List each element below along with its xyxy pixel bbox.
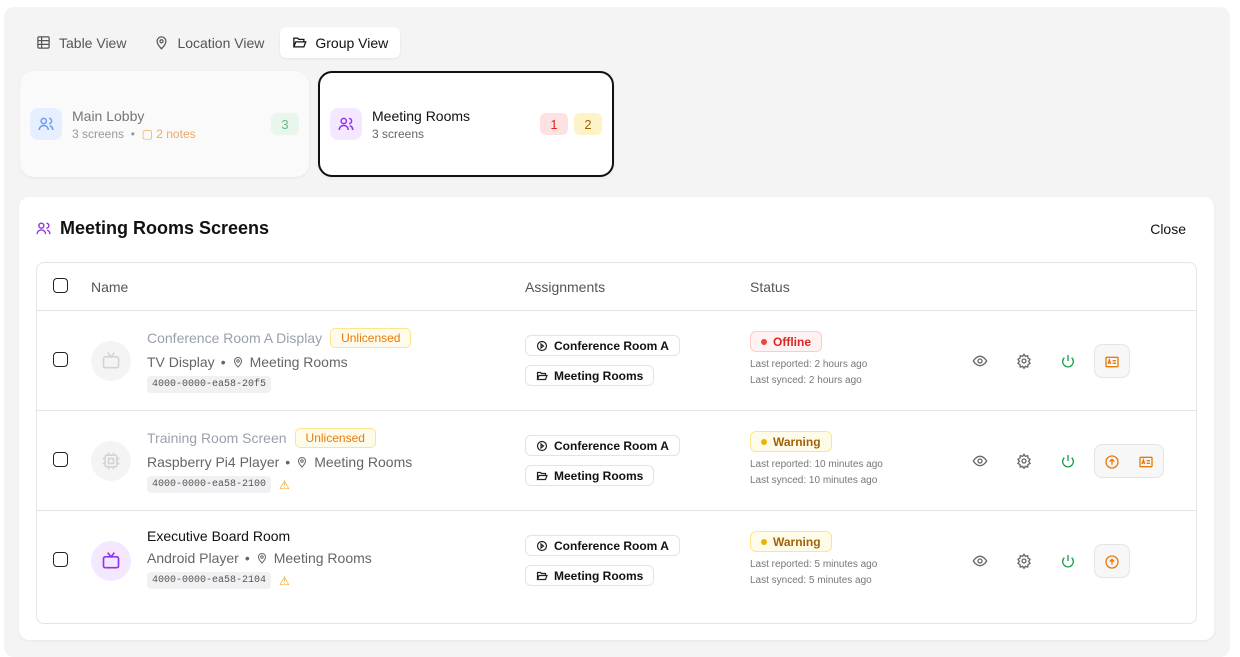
panel-title: Meeting Rooms Screens [60, 218, 270, 238]
power-icon [1062, 555, 1074, 568]
gear-icon [1017, 353, 1031, 369]
folder-open-icon [293, 37, 308, 48]
users-icon [36, 222, 51, 235]
upload-icon [1105, 455, 1119, 469]
tv-icon [102, 352, 120, 369]
license-icon [1105, 356, 1119, 368]
chip-icon [102, 452, 120, 470]
view-button[interactable] [958, 544, 1002, 578]
device-avatar [91, 541, 131, 581]
license-icon [1139, 456, 1153, 468]
row-checkbox[interactable] [53, 552, 68, 567]
upload-icon [1105, 555, 1119, 569]
power-button[interactable] [1046, 444, 1090, 478]
group-chip[interactable]: Meeting Rooms [525, 365, 655, 386]
settings-button[interactable] [1002, 344, 1046, 378]
users-icon [330, 108, 362, 140]
users-icon [30, 108, 62, 140]
unlicensed-badge: Unlicensed [294, 428, 376, 448]
status-badge: Warning [750, 431, 832, 452]
device-avatar [91, 441, 131, 481]
playlist-icon [536, 540, 548, 551]
gear-icon [1017, 453, 1031, 469]
update-button[interactable] [1095, 545, 1129, 579]
view-button[interactable] [958, 444, 1002, 478]
offline-count-badge: 1 [540, 113, 568, 135]
group-chip[interactable]: Meeting Rooms [525, 465, 655, 486]
status-badge: Offline [750, 331, 822, 352]
status-badge: Warning [750, 531, 832, 552]
warning-count-badge: 2 [574, 113, 602, 135]
tab-location-view[interactable]: Location View [142, 27, 276, 58]
settings-button[interactable] [1002, 544, 1046, 578]
table-icon [37, 36, 50, 49]
power-icon [1062, 455, 1074, 468]
power-button[interactable] [1046, 344, 1090, 378]
notes-count: ▢ 2 notes [141, 126, 196, 141]
playlist-icon [536, 340, 548, 351]
playlist-icon [536, 440, 548, 451]
eye-icon [972, 455, 988, 467]
group-chip[interactable]: Meeting Rooms [525, 565, 655, 586]
device-avatar [91, 341, 131, 381]
group-detail-panel: Meeting Rooms Screens Close Name Assignm… [19, 197, 1214, 640]
table-row: Training Room Screen Unlicensed Raspberry… [37, 411, 1196, 511]
group-card-main-lobby[interactable]: Main Lobby 3 screens • ▢ 2 notes 3 [20, 71, 309, 177]
screen-name[interactable]: Executive Board Room [147, 528, 291, 544]
folder-open-icon [536, 371, 548, 380]
map-pin-icon [298, 457, 307, 468]
playlist-chip[interactable]: Conference Room A [525, 335, 680, 356]
screen-name[interactable]: Training Room Screen [147, 430, 287, 446]
license-button[interactable] [1095, 345, 1129, 379]
eye-icon [972, 355, 988, 367]
view-button[interactable] [958, 344, 1002, 378]
license-button[interactable] [1129, 445, 1163, 479]
serial-number: 4000-0000-ea58-2104 [147, 572, 272, 589]
playlist-chip[interactable]: Conference Room A [525, 535, 680, 556]
power-button[interactable] [1046, 544, 1090, 578]
table-row: Conference Room A Display Unlicensed TV D… [37, 311, 1196, 411]
tv-icon [102, 552, 120, 569]
close-button[interactable]: Close [1150, 221, 1186, 237]
warning-icon: ⚠ [279, 573, 290, 588]
eye-icon [972, 555, 988, 567]
map-pin-icon [257, 553, 266, 564]
folder-open-icon [536, 571, 548, 580]
tab-table-view[interactable]: Table View [24, 27, 138, 58]
unlicensed-badge: Unlicensed [330, 328, 412, 348]
power-icon [1062, 355, 1074, 368]
table-row: Executive Board Room Android Player • Meet… [37, 511, 1196, 611]
view-tabs: Table View Location View Group View [24, 27, 401, 58]
group-card-meeting-rooms[interactable]: Meeting Rooms 3 screens 1 2 [318, 71, 614, 177]
serial-number: 4000-0000-ea58-20f5 [147, 376, 272, 393]
select-all-checkbox[interactable] [53, 278, 68, 293]
folder-open-icon [536, 471, 548, 480]
playlist-chip[interactable]: Conference Room A [525, 435, 680, 456]
settings-button[interactable] [1002, 444, 1046, 478]
serial-number: 4000-0000-ea58-2100 [147, 476, 272, 493]
update-button[interactable] [1095, 445, 1129, 479]
row-checkbox[interactable] [53, 352, 68, 367]
warning-icon: ⚠ [279, 477, 290, 492]
screen-name[interactable]: Conference Room A Display [147, 330, 323, 346]
tab-group-view[interactable]: Group View [280, 27, 401, 58]
screens-table: Name Assignments Status Conference Room … [36, 262, 1197, 624]
row-checkbox[interactable] [53, 452, 68, 467]
map-pin-icon [156, 36, 167, 50]
gear-icon [1017, 553, 1031, 569]
count-badge: 3 [271, 113, 299, 135]
map-pin-icon [233, 357, 242, 368]
